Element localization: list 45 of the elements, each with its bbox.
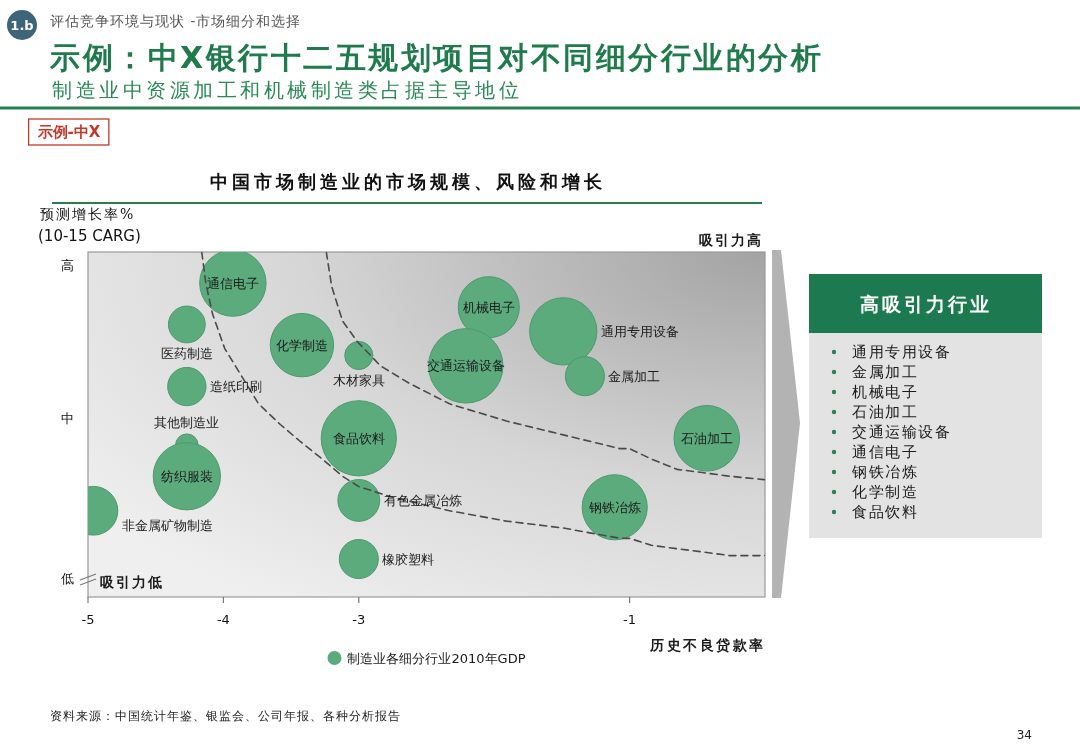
text: 示例-中X: [36, 123, 101, 141]
chart-subtitle: 制造业中资源加工和机械制造类占据主导地位: [52, 78, 522, 102]
chart-title: 示例：中X银行十二五规划项目对不同细分行业的分析: [49, 39, 824, 75]
annotation: 医药制造: [160, 346, 213, 362]
annotation: 橡胶塑料: [382, 551, 435, 567]
text: 高: [60, 257, 74, 273]
annotation: 非金属矿物制造: [121, 517, 213, 533]
legend: 制造业各细分行业2010年GDP: [327, 650, 526, 666]
annotation: 机械电子: [462, 299, 515, 315]
text: 通用专用设备: [852, 343, 951, 361]
annotation: 钢铁冶炼: [587, 499, 641, 515]
annotation: 吸引力低: [100, 574, 164, 590]
text: 钢铁冶炼: [851, 463, 918, 481]
x-tick-label: -3: [352, 611, 366, 627]
annotation: 其他制造业: [154, 415, 220, 431]
text: 1.b: [10, 17, 34, 33]
text: 34: [1016, 728, 1032, 742]
text: 中: [60, 410, 74, 426]
x-tick-label: -5: [81, 611, 95, 627]
annotation: 化学制造: [275, 337, 328, 353]
x-axis-title: 历史不良贷款率: [649, 637, 766, 653]
text: 金属加工: [852, 363, 918, 381]
x-tick-label: -1: [623, 611, 637, 627]
text: 评估竞争环境与现状 -市场细分和选择: [50, 13, 302, 29]
annotation: 金属加工: [608, 368, 661, 384]
annotation: 通用专用设备: [600, 323, 679, 339]
annotation: 造纸印刷: [210, 379, 263, 395]
text: 高吸引力行业: [859, 293, 992, 315]
y-axis-title: 预测增长率% (10-15 CARG): [38, 206, 141, 245]
text: 机械电子: [852, 383, 918, 401]
x-tick-label: -4: [216, 611, 230, 627]
text: 化学制造: [852, 483, 918, 501]
annotation: 通信电子: [206, 275, 259, 291]
text: 交通运输设备: [852, 423, 951, 441]
annotation: 石油加工: [680, 430, 733, 446]
text: 低: [60, 570, 74, 586]
text: 食品饮料: [852, 503, 918, 521]
text: 石油加工: [852, 403, 918, 421]
annotation: 木材家具: [332, 373, 385, 389]
annotation: 纺织服装: [160, 468, 213, 484]
annotation: 食品饮料: [332, 430, 385, 446]
text: 中国市场制造业的市场规模、风险和增长: [210, 170, 606, 192]
text: 吸引力高: [699, 232, 763, 248]
text: 通信电子: [852, 443, 918, 461]
text: 资料来源：中国统计年鉴、银监会、公司年报、各种分析报告: [50, 709, 401, 723]
